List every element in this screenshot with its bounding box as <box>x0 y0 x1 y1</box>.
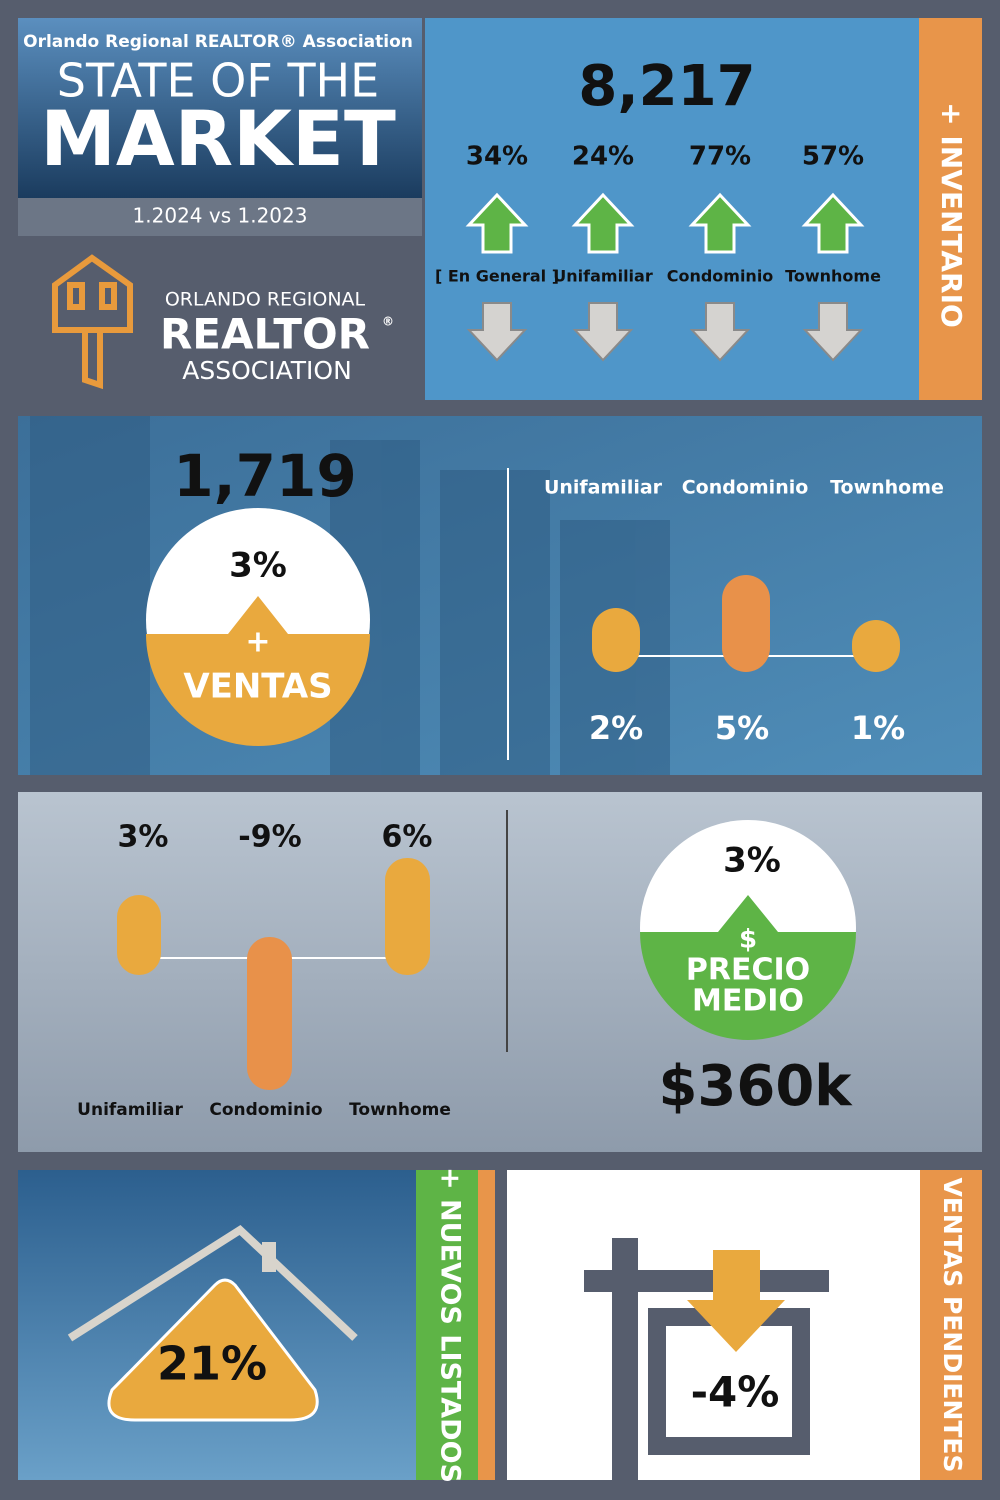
price-label: MEDIO <box>692 984 804 1019</box>
up-arrow <box>571 192 635 254</box>
pending-label: VENTAS PENDIENTES <box>938 1177 967 1472</box>
price-pct: 6% <box>382 820 433 855</box>
inventory-category: Townhome <box>785 267 881 286</box>
sales-pct: 2% <box>589 709 643 747</box>
price-category: Townhome <box>349 1100 451 1120</box>
price-category: Condominio <box>209 1100 322 1120</box>
price-pct: 3% <box>118 820 169 855</box>
inventory-items: 34% [ En General ] 24% Unifamiliar 77% Condom… <box>435 142 881 362</box>
inventory-label: + INVENTARIO <box>935 102 968 328</box>
price-pct: -9% <box>238 820 301 855</box>
down-arrow <box>572 302 634 362</box>
inventory-pct: 34% <box>466 142 528 172</box>
pill <box>852 620 900 672</box>
down-arrow <box>687 1250 785 1352</box>
sales-plus: + <box>245 625 270 660</box>
pending-bar <box>920 1170 982 1480</box>
inventory-pct: 77% <box>689 142 751 172</box>
price-label: PRECIO <box>686 953 810 988</box>
pending-icon <box>584 1238 829 1480</box>
down-arrow <box>466 302 528 362</box>
inventory-pct: 57% <box>802 142 864 172</box>
title-main: MARKET <box>40 94 396 183</box>
logo-mark: ® <box>382 315 394 329</box>
price-badge-base <box>640 895 856 1040</box>
title-line: STATE OF THE <box>57 54 379 108</box>
inventory-category: Unifamiliar <box>553 267 653 286</box>
association: Orlando Regional REALTOR® Association <box>23 32 413 52</box>
sales-label: VENTAS <box>183 667 332 707</box>
sales-badge-base <box>146 596 370 746</box>
listings-label: + NUEVOS LISTADOS <box>435 1167 466 1483</box>
up-arrow <box>801 192 865 254</box>
period: 1.2024 vs 1.2023 <box>133 204 308 228</box>
house-badge <box>107 1278 319 1422</box>
inventory-bar <box>919 18 982 400</box>
down-arrow <box>802 302 864 362</box>
sales-change: 3% <box>229 546 287 586</box>
price-change: 3% <box>723 841 781 881</box>
logo-line: ASSOCIATION <box>182 356 352 385</box>
up-arrow <box>688 192 752 254</box>
house-chimney <box>262 1242 276 1272</box>
pill <box>592 608 640 672</box>
up-arrow <box>465 192 529 254</box>
pill <box>247 937 292 1090</box>
pill <box>722 575 770 672</box>
inventory-category: [ En General ] <box>435 267 559 286</box>
price-symbol: $ <box>739 925 757 955</box>
sales-pct: 5% <box>715 709 769 747</box>
house-roof <box>67 1224 358 1342</box>
price-items: 3% Unifamiliar -9% Condominio 6% Townhome <box>77 820 451 1121</box>
sales-category: Townhome <box>830 477 944 499</box>
listings-pct: 21% <box>157 1337 267 1391</box>
pill <box>385 858 430 975</box>
sales-category: Unifamiliar <box>544 477 663 499</box>
inventory-category: Condominio <box>667 267 774 286</box>
pending-pct: -4% <box>691 1368 780 1417</box>
pill <box>117 895 161 975</box>
sales-category: Condominio <box>682 477 809 499</box>
period-band <box>18 198 422 236</box>
logo-line: ORLANDO REGIONAL <box>165 289 366 311</box>
sales-pct: 1% <box>851 709 905 747</box>
inventory-total: 8,217 <box>578 54 755 119</box>
price-category: Unifamiliar <box>77 1100 183 1120</box>
inventory-pct: 24% <box>572 142 634 172</box>
listings-bar <box>416 1170 478 1480</box>
logo-brand: REALTOR <box>160 310 370 359</box>
price-median: $360k <box>658 1054 853 1119</box>
sales-items: Unifamiliar 2% Condominio 5% Townhome 1% <box>544 477 944 748</box>
down-arrow <box>689 302 751 362</box>
listings-accent <box>478 1170 495 1480</box>
sales-total: 1,719 <box>173 442 356 510</box>
logo-key <box>52 254 133 390</box>
